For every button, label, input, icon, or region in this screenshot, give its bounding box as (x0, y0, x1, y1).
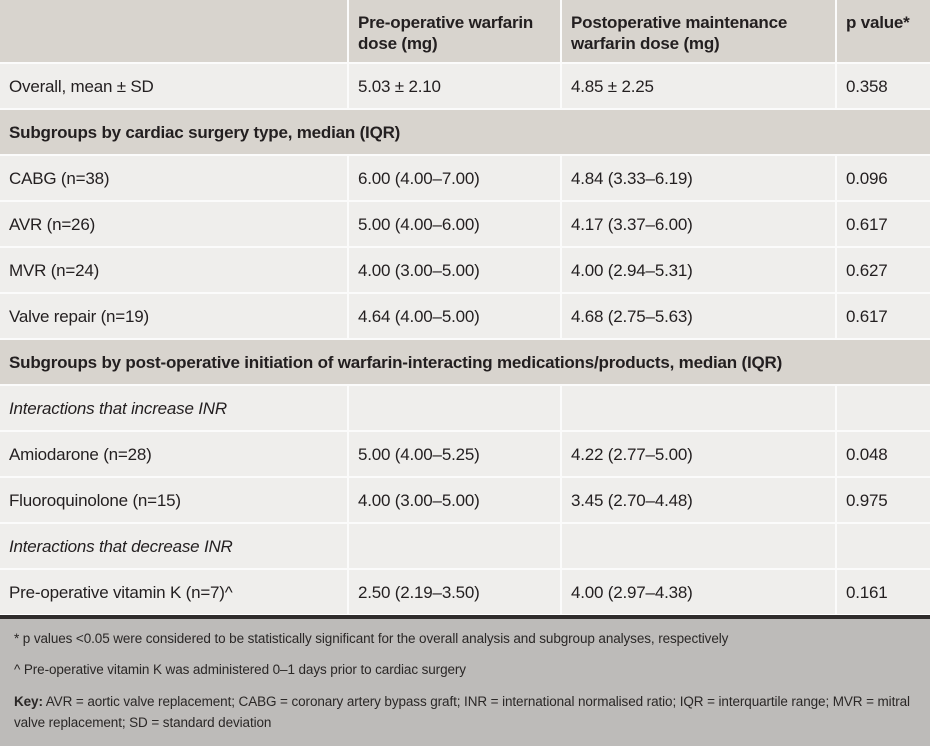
p-value-cell: 0.096 (837, 156, 930, 200)
row-label: Amiodarone (n=28) (0, 432, 347, 476)
row-label: Fluoroquinolone (n=15) (0, 478, 347, 522)
p-value-cell (837, 386, 930, 430)
postop-dose-cell: 4.84 (3.33–6.19) (562, 156, 835, 200)
column-header-p-value: p value* (837, 0, 930, 62)
p-value-cell: 0.617 (837, 294, 930, 338)
p-value-cell (837, 524, 930, 568)
postop-dose-cell (562, 524, 835, 568)
p-value-cell: 0.358 (837, 64, 930, 108)
warfarin-dose-table: Pre-operative warfarin dose (mg) Postope… (0, 0, 930, 614)
column-header-preop-dose: Pre-operative warfarin dose (mg) (349, 0, 560, 62)
preop-dose-cell: 5.03 ± 2.10 (349, 64, 560, 108)
row-label: Pre-operative vitamin K (n=7)^ (0, 570, 347, 614)
p-value-cell: 0.048 (837, 432, 930, 476)
preop-dose-cell: 4.00 (3.00–5.00) (349, 478, 560, 522)
postop-dose-cell (562, 386, 835, 430)
p-value-cell: 0.627 (837, 248, 930, 292)
postop-dose-cell: 4.22 (2.77–5.00) (562, 432, 835, 476)
postop-dose-cell: 4.00 (2.97–4.38) (562, 570, 835, 614)
key-text: AVR = aortic valve replacement; CABG = c… (14, 694, 910, 730)
p-value-cell: 0.617 (837, 202, 930, 246)
postop-dose-cell: 3.45 (2.70–4.48) (562, 478, 835, 522)
footnote-vitamin-k: ^ Pre-operative vitamin K was administer… (14, 662, 466, 677)
row-label: AVR (n=26) (0, 202, 347, 246)
footer-divider-rule (0, 615, 930, 619)
preop-dose-cell (349, 524, 560, 568)
preop-dose-cell: 6.00 (4.00–7.00) (349, 156, 560, 200)
p-value-cell: 0.975 (837, 478, 930, 522)
section-header-row: Subgroups by post-operative initiation o… (0, 340, 930, 384)
preop-dose-cell: 5.00 (4.00–6.00) (349, 202, 560, 246)
column-header-postop-dose: Postoperative maintenance warfarin dose … (562, 0, 835, 62)
postop-dose-cell: 4.00 (2.94–5.31) (562, 248, 835, 292)
preop-dose-cell (349, 386, 560, 430)
row-label: CABG (n=38) (0, 156, 347, 200)
subgroup-label: Interactions that increase INR (0, 386, 347, 430)
abbreviation-key: Key: AVR = aortic valve replacement; CAB… (14, 691, 916, 733)
key-label: Key: (14, 694, 43, 709)
table-footnotes: * p values <0.05 were considered to be s… (0, 619, 930, 746)
header-corner-cell (0, 0, 347, 62)
row-label: MVR (n=24) (0, 248, 347, 292)
preop-dose-cell: 2.50 (2.19–3.50) (349, 570, 560, 614)
postop-dose-cell: 4.17 (3.37–6.00) (562, 202, 835, 246)
preop-dose-cell: 4.00 (3.00–5.00) (349, 248, 560, 292)
preop-dose-cell: 4.64 (4.00–5.00) (349, 294, 560, 338)
section-header-row: Subgroups by cardiac surgery type, media… (0, 110, 930, 154)
row-label: Valve repair (n=19) (0, 294, 347, 338)
postop-dose-cell: 4.85 ± 2.25 (562, 64, 835, 108)
postop-dose-cell: 4.68 (2.75–5.63) (562, 294, 835, 338)
footnote-p-value: * p values <0.05 were considered to be s… (14, 631, 729, 646)
row-label: Overall, mean ± SD (0, 64, 347, 108)
p-value-cell: 0.161 (837, 570, 930, 614)
subgroup-label: Interactions that decrease INR (0, 524, 347, 568)
preop-dose-cell: 5.00 (4.00–5.25) (349, 432, 560, 476)
